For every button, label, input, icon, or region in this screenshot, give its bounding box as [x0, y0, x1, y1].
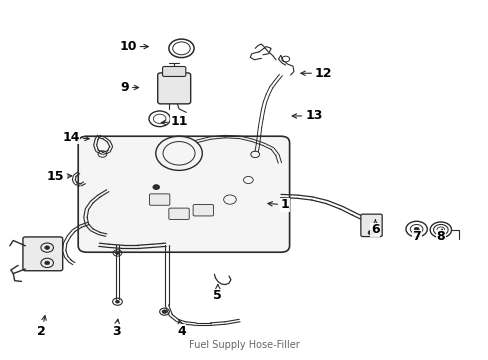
Circle shape: [115, 300, 119, 303]
Text: 2: 2: [38, 316, 46, 338]
Circle shape: [115, 252, 119, 255]
Text: 4: 4: [177, 320, 185, 338]
Text: 13: 13: [291, 109, 322, 122]
Text: 11: 11: [161, 115, 188, 128]
Text: Fuel Supply Hose-Filler: Fuel Supply Hose-Filler: [189, 340, 299, 350]
Circle shape: [153, 185, 159, 190]
FancyBboxPatch shape: [78, 136, 289, 252]
FancyBboxPatch shape: [23, 237, 62, 271]
Circle shape: [45, 261, 49, 265]
Text: 5: 5: [213, 284, 222, 302]
FancyBboxPatch shape: [162, 67, 185, 76]
FancyBboxPatch shape: [360, 214, 382, 237]
Text: 14: 14: [62, 131, 89, 144]
Text: 9: 9: [120, 81, 139, 94]
Circle shape: [413, 227, 418, 231]
FancyBboxPatch shape: [193, 204, 213, 216]
Text: 7: 7: [411, 229, 420, 243]
FancyBboxPatch shape: [158, 73, 190, 104]
Text: 8: 8: [436, 229, 444, 243]
Text: 10: 10: [119, 40, 148, 53]
Circle shape: [367, 230, 374, 235]
FancyBboxPatch shape: [149, 194, 169, 205]
Text: 6: 6: [370, 220, 379, 236]
Text: 1: 1: [267, 198, 289, 211]
Circle shape: [162, 310, 166, 314]
Text: 12: 12: [300, 67, 332, 80]
Circle shape: [45, 246, 49, 249]
FancyBboxPatch shape: [168, 208, 189, 220]
Text: 15: 15: [46, 170, 72, 183]
Text: 3: 3: [111, 319, 120, 338]
